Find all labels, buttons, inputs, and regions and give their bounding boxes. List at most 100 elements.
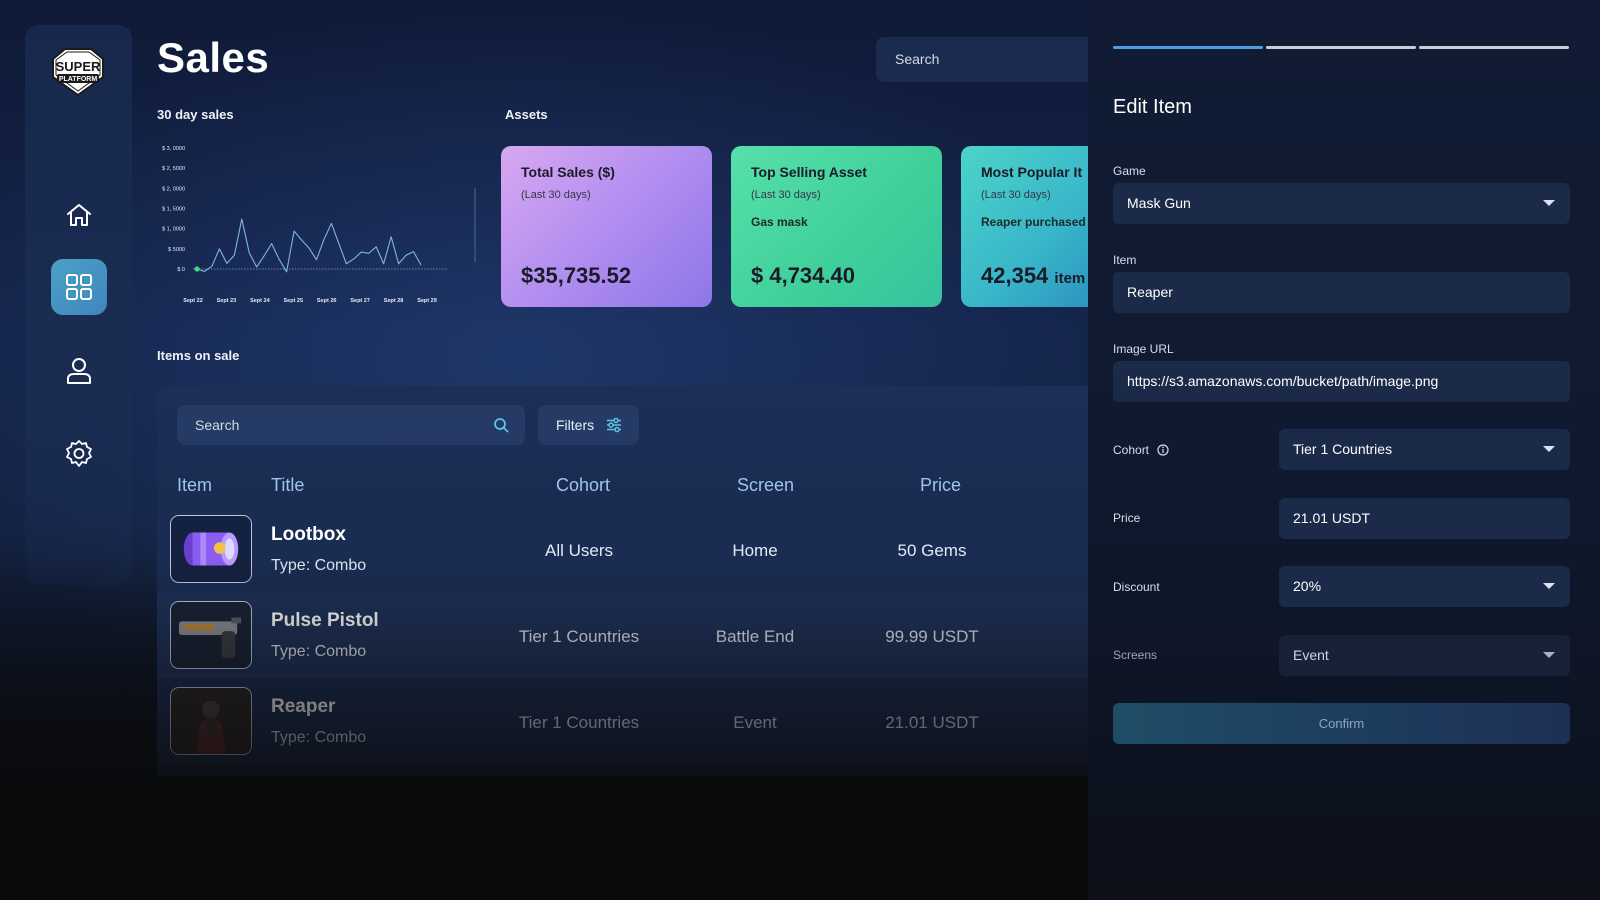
sales-series-line — [196, 218, 422, 273]
row-type: Type: Combo — [271, 643, 367, 660]
logo-text-super: SUPER — [56, 59, 101, 74]
card-value: $ 4,734.40 — [751, 263, 855, 288]
info-icon[interactable] — [1157, 444, 1169, 456]
card-detail: Reaper purchased — [981, 215, 1086, 229]
row-price: 50 Gems — [897, 541, 967, 560]
items-on-sale-label: Items on sale — [157, 348, 240, 363]
cohort-select[interactable]: Tier 1 Countries — [1279, 429, 1570, 470]
card-value-number: 42,354 — [981, 263, 1049, 288]
search-icon — [494, 418, 509, 433]
filters-label: Filters — [556, 417, 595, 433]
card-title: Top Selling Asset — [751, 164, 867, 180]
y-tick-label: $ 1, 0000 — [162, 227, 185, 233]
column-header-price[interactable]: Price — [920, 475, 962, 495]
column-header-title[interactable]: Title — [271, 475, 305, 495]
game-label: Game — [1113, 164, 1146, 178]
confirm-button[interactable]: Confirm — [1113, 703, 1570, 744]
sidebar-item-settings[interactable] — [51, 426, 107, 482]
chevron-down-icon — [1543, 200, 1555, 206]
row-type: Type: Combo — [271, 729, 367, 746]
column-header-item[interactable]: Item — [177, 475, 213, 495]
row-title: Pulse Pistol — [271, 610, 379, 631]
image-url-field[interactable]: https://s3.amazonaws.com/bucket/path/ima… — [1113, 361, 1570, 402]
item-field[interactable]: Reaper — [1113, 272, 1570, 313]
y-tick-label: $ 1, 5000 — [162, 207, 185, 213]
x-tick-label: Sept 28 — [384, 298, 404, 304]
sidebar-item-user[interactable] — [51, 343, 107, 399]
panel-title: Edit Item — [1113, 96, 1192, 118]
y-tick-label: $ 3, 0000 — [162, 146, 185, 152]
table-row[interactable]: Reaper Type: Combo Tier 1 Countries Even… — [157, 678, 1088, 764]
row-price: 99.99 USDT — [885, 627, 979, 646]
gear-icon — [66, 440, 92, 467]
cohort-value: Tier 1 Countries — [1293, 441, 1393, 457]
cohort-label: Cohort — [1113, 443, 1169, 457]
column-header-cohort[interactable]: Cohort — [556, 475, 611, 495]
items-search-placeholder: Search — [195, 417, 240, 433]
sales-line-chart: $ 3, 0000 $ 2, 5000 $ 2, 0000 $ 1, 5000 $ 1,… — [157, 136, 477, 316]
image-url-value: https://s3.amazonaws.com/bucket/path/ima… — [1127, 373, 1439, 389]
y-tick-label: $ 2, 0000 — [162, 186, 185, 192]
super-platform-logo[interactable]: SUPER PLATFORM — [45, 47, 111, 97]
progress-step-2 — [1266, 46, 1416, 49]
logo-text-platform: PLATFORM — [59, 76, 98, 83]
reaper-image — [171, 688, 251, 754]
edit-item-panel: Edit Item Game Mask Gun Item Reaper Imag… — [1088, 0, 1600, 900]
card-title: Most Popular It — [981, 164, 1083, 180]
items-on-sale-panel: Search Filters Item Title Cohort Screen … — [157, 386, 1088, 776]
table-row[interactable]: Pulse Pistol Type: Combo Tier 1 Countrie… — [157, 592, 1088, 678]
filters-button[interactable]: Filters — [538, 405, 639, 445]
item-label: Item — [1113, 253, 1137, 267]
game-value: Mask Gun — [1127, 195, 1191, 211]
card-value: 42,354 item — [981, 263, 1085, 289]
sidebar-item-home[interactable] — [51, 187, 107, 243]
y-tick-label: $ 0 — [177, 267, 185, 273]
screens-label: Screens — [1113, 648, 1158, 662]
game-select[interactable]: Mask Gun — [1113, 183, 1570, 224]
item-thumbnail-lootbox — [170, 515, 252, 583]
assets-label: Assets — [505, 107, 548, 122]
table-row[interactable]: Lootbox Type: Combo All Users Home 50 Ge… — [157, 506, 1088, 592]
x-tick-label: Sept 24 — [250, 298, 271, 304]
card-value: $35,735.52 — [521, 263, 632, 288]
x-tick-label: Sept 23 — [217, 298, 237, 304]
items-search-input[interactable]: Search — [177, 405, 525, 445]
x-tick-label: Sept 25 — [283, 298, 303, 304]
image-url-label: Image URL — [1113, 342, 1174, 356]
home-icon — [67, 204, 91, 226]
top-selling-asset-card[interactable]: Top Selling Asset (Last 30 days) Gas mas… — [731, 146, 942, 307]
card-detail: Gas mask — [751, 215, 808, 229]
item-thumbnail-pistol — [170, 601, 252, 669]
screens-select[interactable]: Event — [1279, 635, 1570, 676]
card-value-unit: item — [1054, 270, 1086, 287]
x-tick-label: Sept 29 — [417, 298, 437, 304]
card-subtitle: (Last 30 days) — [981, 189, 1051, 201]
most-popular-item-card[interactable]: Most Popular It (Last 30 days) Reaper pu… — [961, 146, 1088, 307]
discount-label: Discount — [1113, 580, 1160, 594]
x-tick-label: Sept 22 — [183, 298, 203, 304]
row-cohort: Tier 1 Countries — [518, 627, 640, 646]
item-value: Reaper — [1127, 284, 1173, 300]
sales-chart-label: 30 day sales — [157, 107, 234, 122]
screens-value: Event — [1293, 647, 1329, 663]
row-screen: Battle End — [715, 627, 795, 646]
y-tick-label: $ 2, 5000 — [162, 166, 185, 172]
page-title: Sales — [157, 34, 270, 81]
sidebar-item-dashboard[interactable] — [51, 259, 107, 315]
discount-value: 20% — [1293, 578, 1322, 594]
lootbox-image — [171, 516, 251, 582]
current-point-marker[interactable] — [194, 266, 200, 272]
total-sales-card[interactable]: Total Sales ($) (Last 30 days) $35,735.5… — [501, 146, 712, 307]
card-title: Total Sales ($) — [521, 164, 615, 180]
row-type: Type: Combo — [271, 557, 367, 574]
price-value: 21.01 USDT — [1293, 510, 1371, 526]
header-search-input[interactable]: Search — [876, 37, 1088, 82]
column-header-screen[interactable]: Screen — [737, 475, 795, 495]
row-title: Reaper — [271, 696, 336, 717]
row-price: 21.01 USDT — [885, 713, 979, 732]
pistol-image — [171, 602, 251, 668]
price-field[interactable]: 21.01 USDT — [1279, 498, 1570, 539]
row-cohort: Tier 1 Countries — [518, 713, 640, 732]
chevron-down-icon — [1543, 652, 1555, 658]
discount-select[interactable]: 20% — [1279, 566, 1570, 607]
